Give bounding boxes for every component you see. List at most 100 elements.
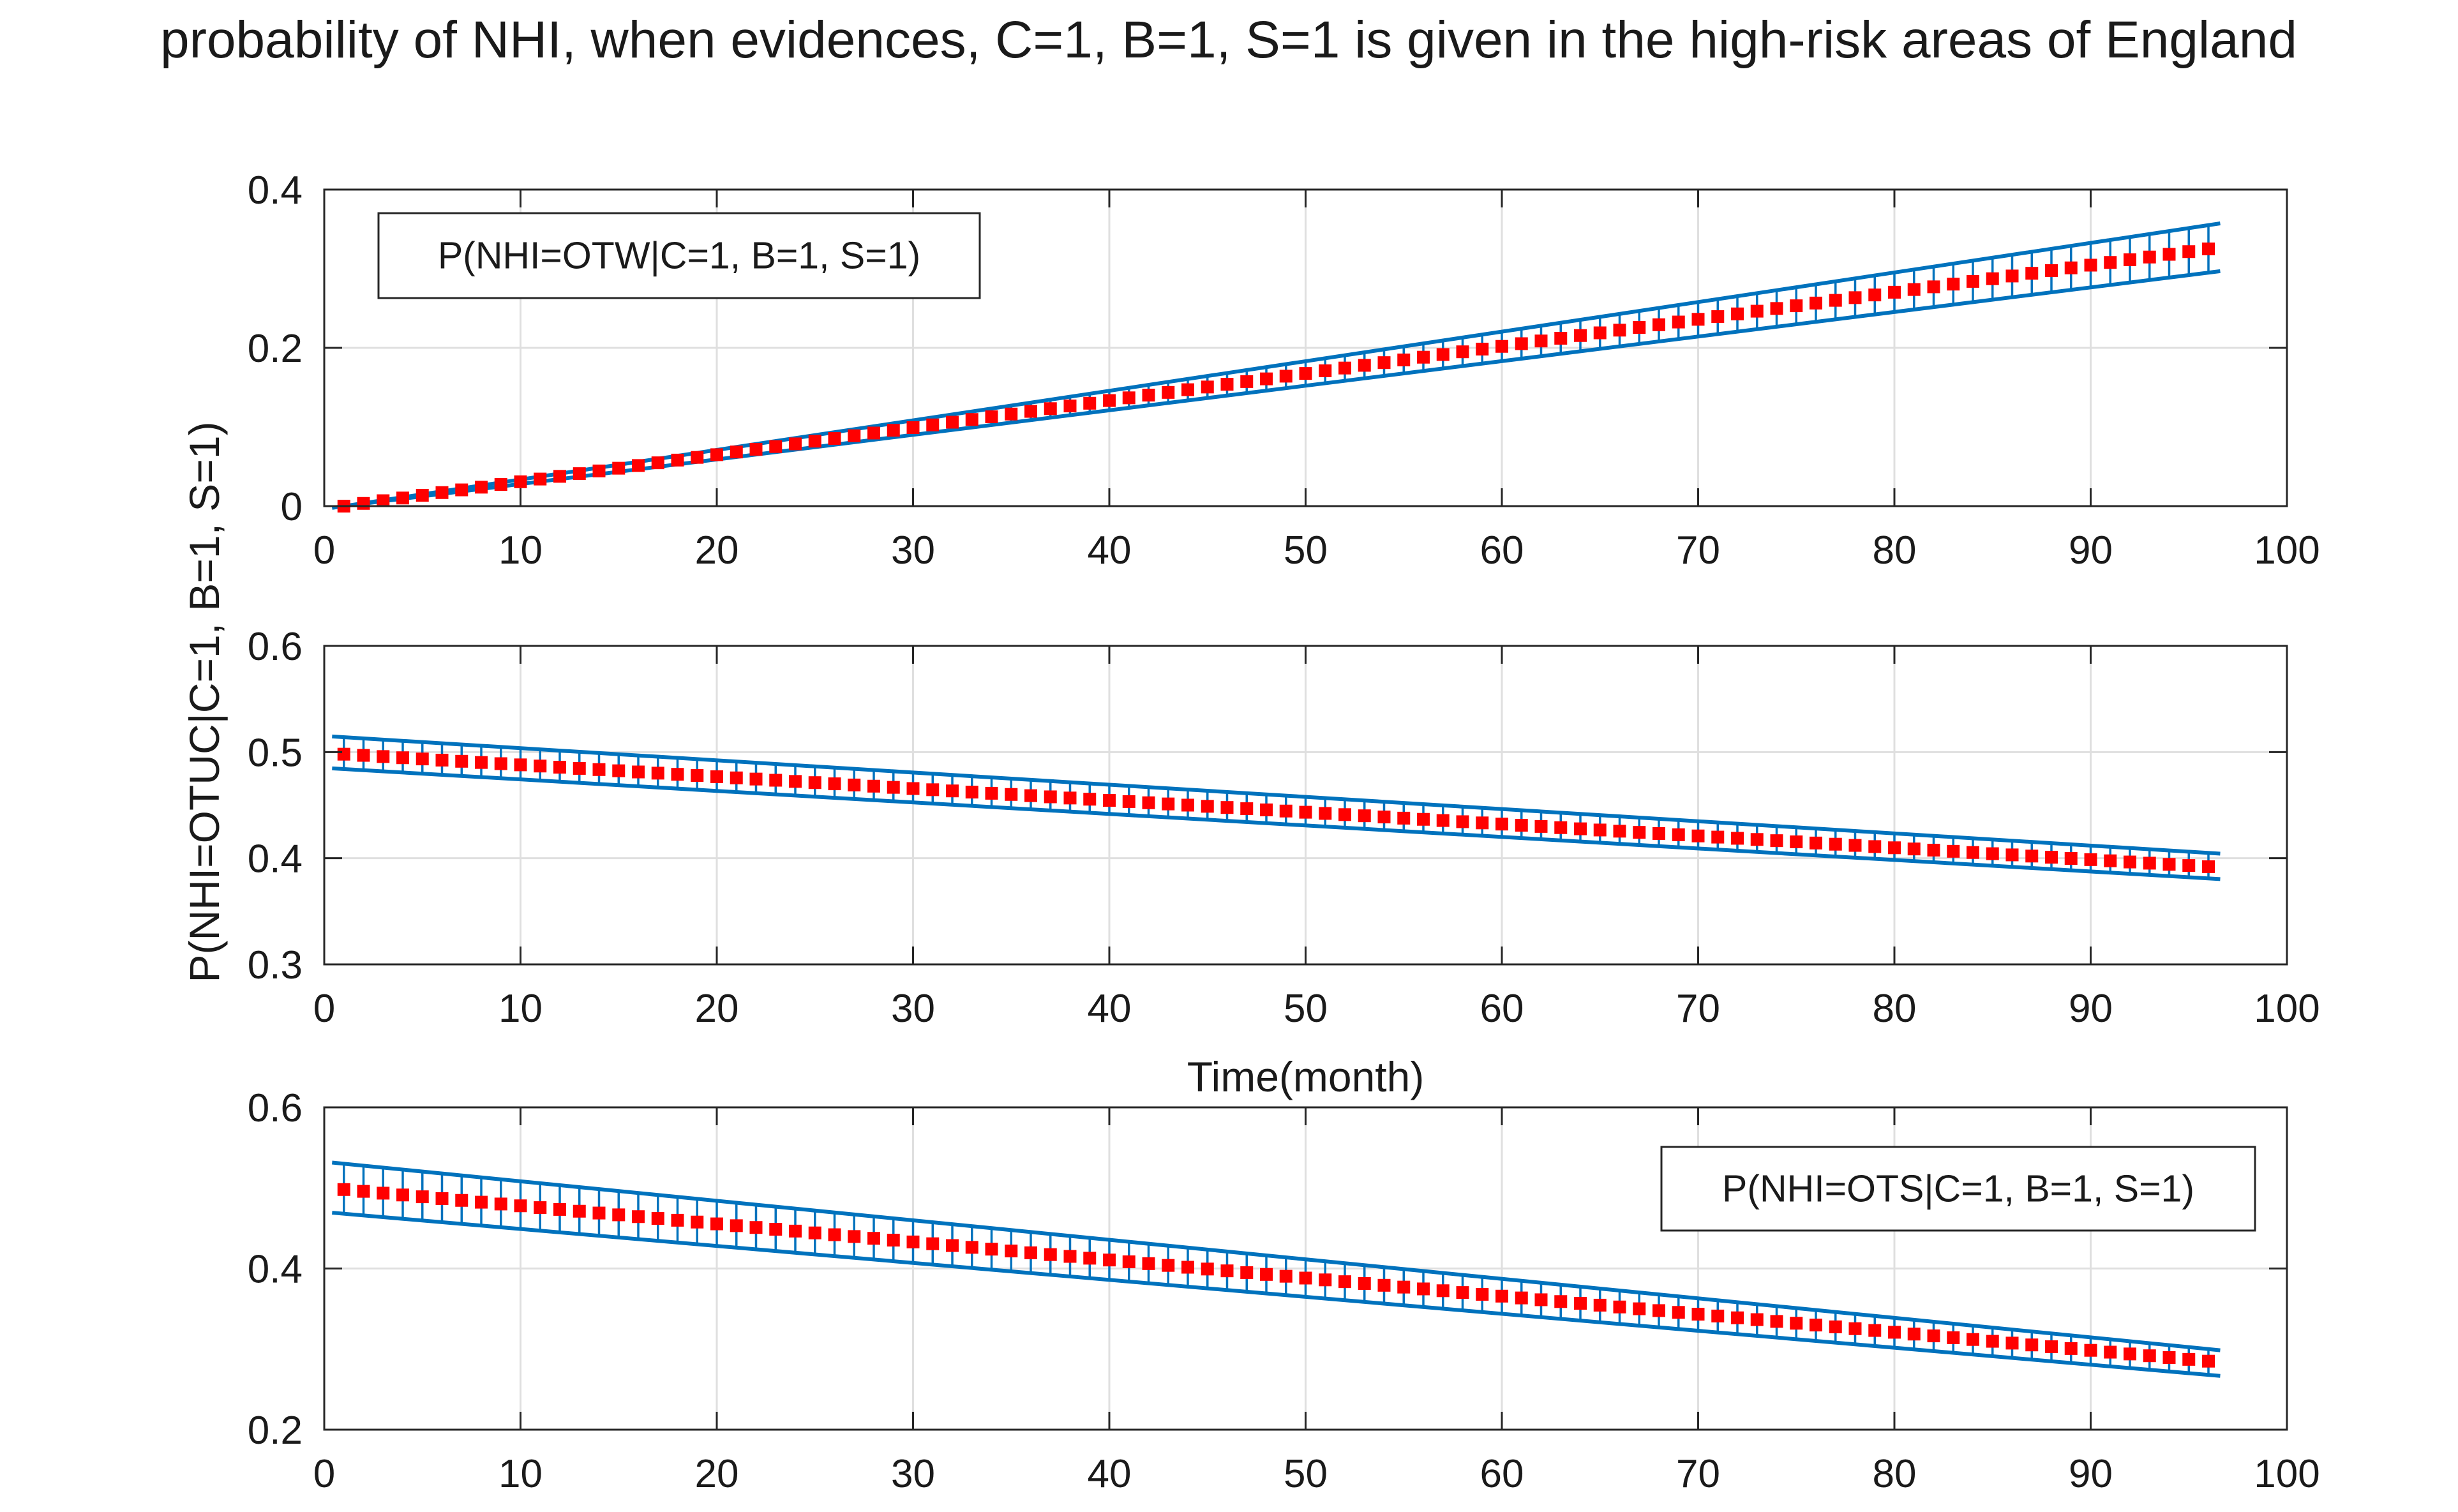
data-point (1377, 811, 1391, 824)
data-point (906, 421, 920, 434)
data-point (946, 1239, 959, 1252)
data-point (337, 747, 350, 761)
data-point (573, 761, 586, 775)
y-tick-label: 0.6 (248, 625, 303, 669)
x-axis-label: Time(month) (1187, 1053, 1425, 1100)
data-point (1967, 274, 1979, 288)
data-point (1142, 389, 1155, 402)
data-point (2064, 851, 2078, 865)
data-point (2025, 1338, 2039, 1352)
data-point (1063, 400, 1077, 413)
data-point (1122, 795, 1135, 808)
lower-bound-line (332, 766, 2221, 881)
data-point (592, 464, 606, 477)
data-point (2005, 1336, 2019, 1350)
data-point (1750, 304, 1764, 318)
data-point (337, 1183, 350, 1196)
data-point (1770, 302, 1783, 315)
data-point (1770, 834, 1783, 848)
data-point (1299, 1271, 1312, 1285)
data-point (965, 786, 978, 799)
x-tick-label: 70 (1676, 1452, 1720, 1496)
data-point (671, 768, 684, 781)
data-point (1220, 801, 1234, 814)
data-point (1436, 348, 1450, 361)
data-point (1044, 402, 1057, 415)
data-point (730, 445, 743, 459)
x-tick-label: 70 (1676, 987, 1720, 1031)
legend-box (377, 212, 981, 299)
data-point (1829, 294, 1842, 307)
data-point (2162, 858, 2176, 871)
data-point (2143, 1349, 2156, 1363)
data-point (1162, 385, 1175, 399)
data-point (1103, 1254, 1116, 1267)
data-point (455, 1194, 468, 1207)
data-point (906, 782, 920, 795)
data-point (416, 489, 429, 502)
upper-bound-line (332, 1160, 2221, 1352)
shared-y-axis-label: P(NHI=OTUC|C=1, B=1, S=1) (181, 421, 228, 982)
y-tick-label: 0.4 (248, 1248, 303, 1292)
data-point (416, 1190, 429, 1204)
data-point (1476, 816, 1489, 830)
data-point (1201, 800, 1214, 813)
data-point (1907, 1328, 1921, 1341)
data-point (632, 459, 645, 472)
x-tick-label: 60 (1480, 1452, 1524, 1496)
data-point (1024, 789, 1037, 802)
data-point (749, 1221, 763, 1234)
data-point (1534, 1293, 1548, 1306)
y-tick-label: 0.5 (248, 731, 303, 775)
data-point (1633, 1302, 1646, 1315)
x-tick-label: 40 (1088, 987, 1132, 1031)
data-point (2182, 859, 2196, 872)
data-point (2064, 1342, 2078, 1355)
data-point (789, 775, 802, 788)
data-point (710, 770, 723, 783)
data-point (1652, 1304, 1665, 1317)
data-point (2143, 250, 2156, 264)
data-point (1848, 291, 1862, 304)
data-point (965, 1241, 978, 1254)
data-point (1907, 842, 1921, 856)
data-point (1574, 329, 1587, 342)
data-point (2064, 261, 2078, 274)
data-point (1338, 1275, 1351, 1289)
data-point (1947, 844, 1960, 858)
data-point (1005, 407, 1018, 421)
data-point (475, 481, 488, 494)
y-tick-label: 0.3 (248, 943, 303, 987)
data-point (1731, 832, 1744, 845)
data-point (1338, 361, 1351, 375)
x-tick-label: 10 (498, 1452, 543, 1496)
data-point (1456, 815, 1469, 828)
data-point (534, 1201, 547, 1215)
data-point (1829, 837, 1842, 851)
data-point (1868, 840, 1882, 853)
data-point (1633, 826, 1646, 839)
data-point (1750, 833, 1764, 846)
data-point (1240, 802, 1254, 816)
data-point (808, 435, 821, 448)
data-point (2005, 269, 2019, 283)
data-point (887, 1234, 900, 1247)
data-point (1848, 1322, 1862, 1335)
data-point (1691, 313, 1705, 326)
data-point (730, 1219, 743, 1232)
data-point (1574, 822, 1587, 835)
y-tick-label: 0.4 (248, 168, 303, 213)
data-point (985, 410, 998, 424)
data-point (435, 1192, 449, 1205)
data-point (455, 754, 468, 768)
data-point (691, 1215, 704, 1229)
data-point (494, 478, 507, 491)
data-point (1122, 1255, 1135, 1269)
data-point (1790, 1317, 1803, 1330)
data-point (1319, 807, 1332, 820)
data-point (1515, 337, 1528, 350)
data-point (1417, 812, 1430, 826)
data-point (1986, 272, 1999, 285)
x-tick-label: 0 (313, 987, 335, 1031)
data-point (494, 1197, 507, 1211)
